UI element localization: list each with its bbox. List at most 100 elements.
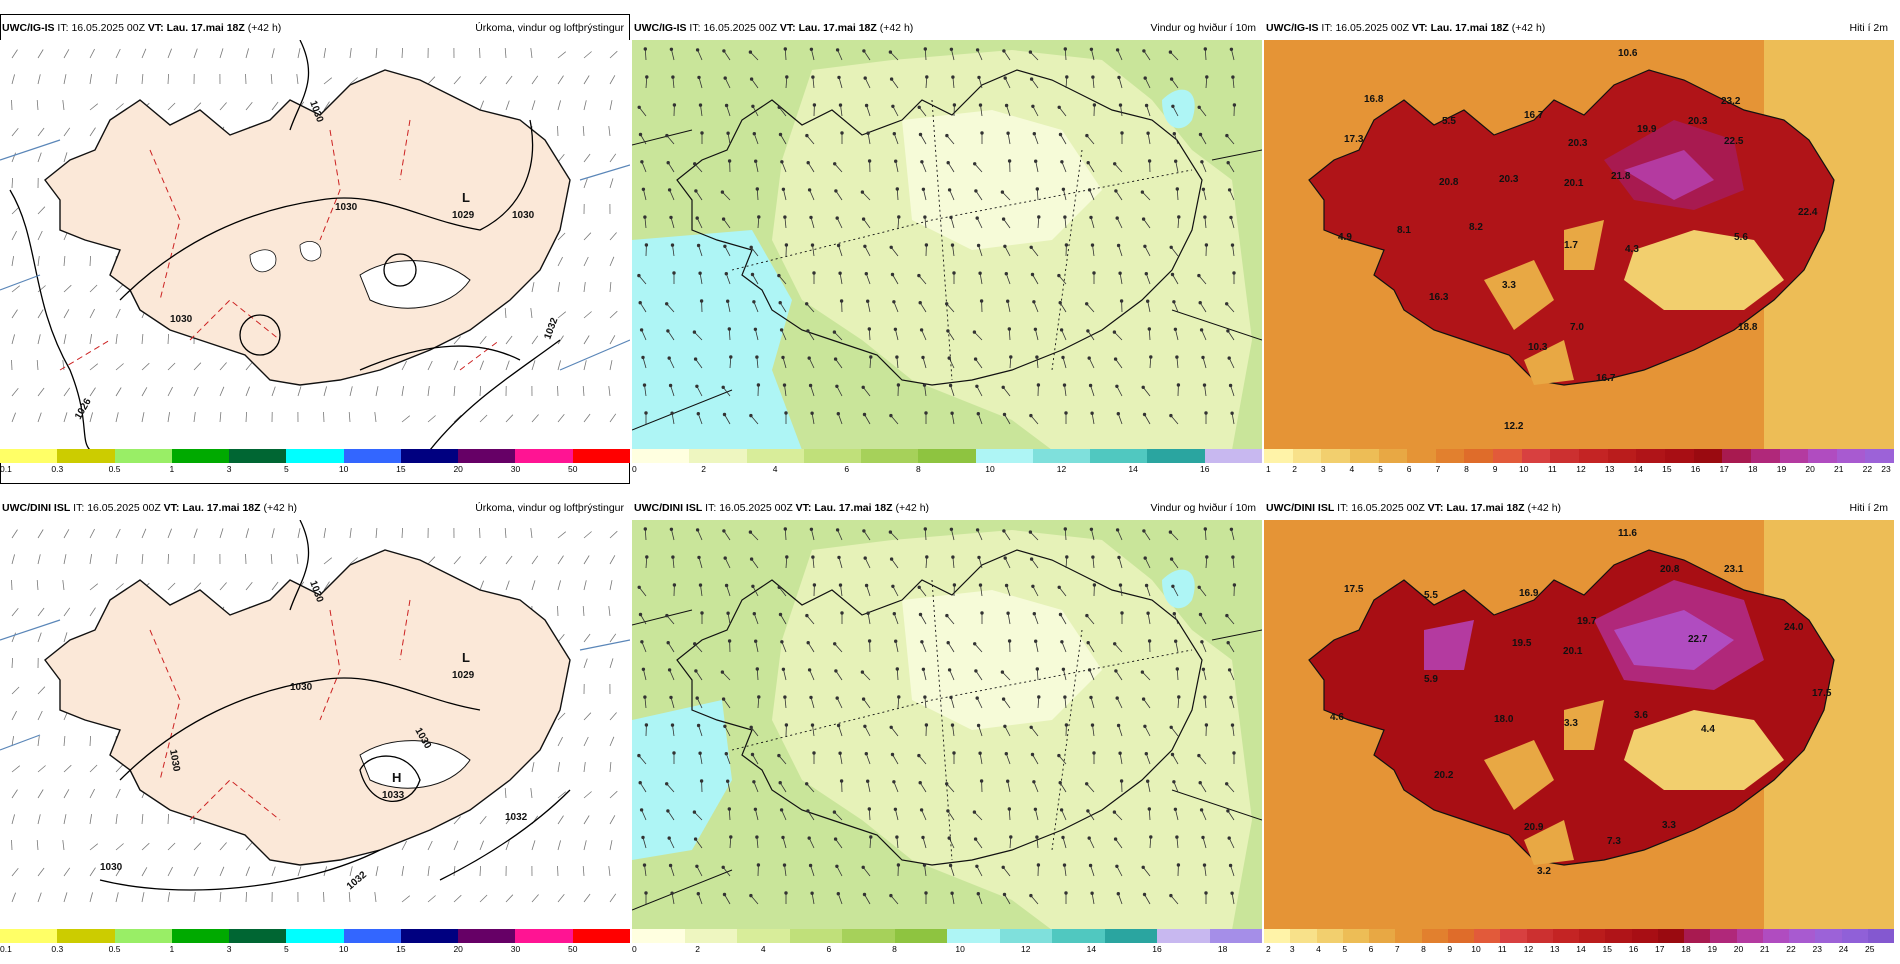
precip-colorbar (0, 929, 630, 943)
colorbar-swatch (1763, 929, 1789, 943)
colorbar-swatch (1527, 929, 1553, 943)
run-info: UWC/IG-IS IT: 16.05.2025 00Z VT: Lau. 17… (634, 22, 913, 36)
colorbar-swatch (458, 449, 515, 463)
colorbar-tick-label: 3 (227, 944, 232, 954)
colorbar-swatch (1553, 929, 1579, 943)
colorbar-swatch (1210, 929, 1263, 943)
colorbar-tick-label: 11 (1548, 464, 1557, 474)
colorbar-swatch (458, 929, 515, 943)
colorbar-tick-label: 20 (1805, 464, 1814, 474)
colorbar-tick-label: 2 (1266, 944, 1271, 954)
panel-temp-dini[interactable]: UWC/DINI ISL IT: 16.05.2025 00Z VT: Lau.… (1264, 494, 1894, 964)
colorbar-tick-label: 50 (568, 944, 577, 954)
temperature-value: 19.9 (1637, 124, 1657, 135)
panel-temp-ig[interactable]: UWC/IG-IS IT: 16.05.2025 00Z VT: Lau. 17… (1264, 14, 1894, 484)
colorbar-tick-label: 20 (453, 464, 462, 474)
isobar-label: 1030 (335, 202, 358, 213)
colorbar-tick-label: 25 (1865, 944, 1874, 954)
temperature-value: 5.5 (1424, 590, 1438, 601)
panel-header: UWC/DINI ISL IT: 16.05.2025 00Z VT: Lau.… (2, 502, 624, 516)
panel-precip-ig[interactable]: UWC/IG-IS IT: 16.05.2025 00Z VT: Lau. 17… (0, 14, 630, 484)
colorbar-tick-label: 8 (1464, 464, 1469, 474)
colorbar-swatch (401, 449, 458, 463)
colorbar-tick-label: 10 (339, 944, 348, 954)
colorbar-tick-label: 13 (1550, 944, 1559, 954)
colorbar-swatch (1789, 929, 1815, 943)
pressure-value: 1033 (382, 790, 405, 801)
temperature-value: 17.5 (1344, 584, 1364, 595)
colorbar-swatch (344, 929, 401, 943)
colorbar-tick-label: 6 (844, 464, 849, 474)
colorbar-tick-label: 24 (1839, 944, 1848, 954)
temperature-value: 22.7 (1688, 634, 1708, 645)
colorbar-swatch (1157, 929, 1210, 943)
temperature-value: 17.5 (1812, 688, 1832, 699)
colorbar-tick-label: 14 (1576, 944, 1585, 954)
colorbar-tick-label: 15 (396, 944, 405, 954)
colorbar-tick-label: 14 (1128, 464, 1137, 474)
colorbar-swatch (1865, 449, 1894, 463)
isobar-label: 1030 (100, 862, 123, 873)
temperature-value: 18.8 (1738, 322, 1758, 333)
colorbar-swatch (1837, 449, 1866, 463)
temperature-value: 20.8 (1660, 564, 1680, 575)
colorbar-swatch (1264, 449, 1293, 463)
colorbar-tick-label: 5 (284, 464, 289, 474)
temperature-value: 16.8 (1364, 94, 1384, 105)
colorbar-tick-label: 1 (1266, 464, 1271, 474)
colorbar-swatch (1293, 449, 1322, 463)
colorbar-tick-label: 18 (1218, 944, 1227, 954)
panel-header: UWC/IG-IS IT: 16.05.2025 00Z VT: Lau. 17… (634, 22, 1256, 36)
colorbar-swatch (1493, 449, 1522, 463)
temperature-value: 4.9 (1338, 232, 1352, 243)
colorbar-swatch (344, 449, 401, 463)
colorbar-swatch (172, 449, 229, 463)
isobar-label: 1030 (170, 314, 193, 325)
temperature-value: 20.3 (1688, 116, 1708, 127)
colorbar-tick-label: 23 (1881, 464, 1890, 474)
colorbar-swatch (1694, 449, 1723, 463)
colorbar-tick-label: 15 (1603, 944, 1612, 954)
temperature-value: 23.1 (1724, 564, 1744, 575)
temperature-value: 3.3 (1662, 820, 1676, 831)
colorbar-swatch (1550, 449, 1579, 463)
colorbar-swatch (632, 449, 689, 463)
colorbar-tick-label: 0.1 (0, 944, 12, 954)
colorbar-tick-label: 22 (1863, 464, 1872, 474)
panel-header: UWC/IG-IS IT: 16.05.2025 00Z VT: Lau. 17… (1266, 22, 1888, 36)
colorbar-tick-label: 10 (339, 464, 348, 474)
colorbar-tick-label: 0 (632, 464, 637, 474)
colorbar-swatch (895, 929, 948, 943)
colorbar-swatch (1636, 449, 1665, 463)
colorbar-tick-label: 50 (568, 464, 577, 474)
panel-wind-ig[interactable]: UWC/IG-IS IT: 16.05.2025 00Z VT: Lau. 17… (632, 14, 1262, 484)
colorbar-swatch (1605, 929, 1631, 943)
temperature-value: 10.6 (1618, 48, 1638, 59)
colorbar-tick-label: 4 (761, 944, 766, 954)
colorbar-swatch (515, 449, 572, 463)
colorbar-swatch (1464, 449, 1493, 463)
colorbar-tick-label: 12 (1576, 464, 1585, 474)
panel-title: Úrkoma, vindur og loftþrýstingur (475, 22, 624, 36)
colorbar-tick-label: 20 (453, 944, 462, 954)
colorbar-swatch (790, 929, 843, 943)
panel-wind-dini[interactable]: UWC/DINI ISL IT: 16.05.2025 00Z VT: Lau.… (632, 494, 1262, 964)
pressure-center: H (392, 770, 401, 785)
colorbar-swatch (57, 449, 114, 463)
colorbar-swatch (1321, 449, 1350, 463)
panel-precip-dini[interactable]: UWC/DINI ISL IT: 16.05.2025 00Z VT: Lau.… (0, 494, 630, 964)
colorbar-swatch (1379, 449, 1408, 463)
colorbar-swatch (286, 929, 343, 943)
temperature-value: 20.9 (1524, 822, 1544, 833)
colorbar-tick-label: 0.1 (0, 464, 12, 474)
colorbar-swatch (1205, 449, 1262, 463)
colorbar-swatch (1608, 449, 1637, 463)
temperature-value: 8.2 (1469, 222, 1483, 233)
isobar-label: 1032 (505, 812, 528, 823)
colorbar-tick-label: 2 (695, 944, 700, 954)
